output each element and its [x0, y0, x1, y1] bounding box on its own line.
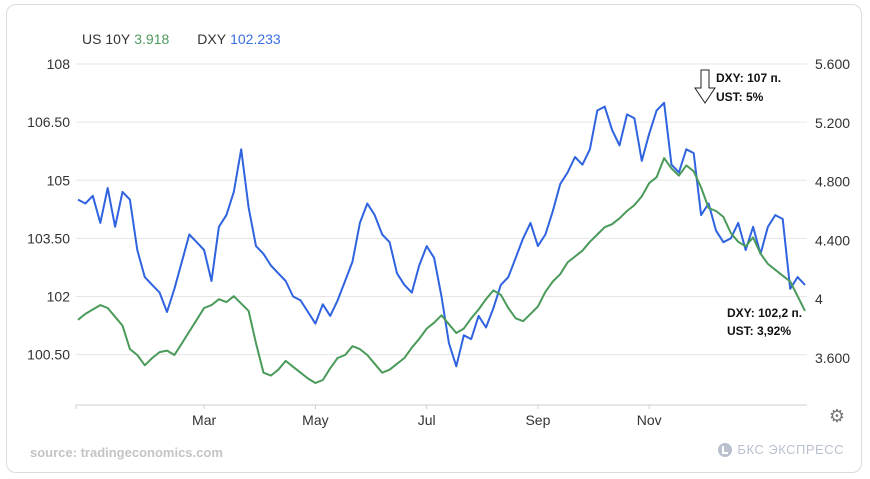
us10y-series-line: [77, 157, 806, 384]
legend-us10y-value: 3.918: [134, 31, 170, 47]
legend-us10y[interactable]: US 10Y 3.918: [82, 31, 169, 47]
brand-text: БКС ЭКСПРЕСС: [737, 442, 844, 457]
bcs-logo-icon: [718, 442, 733, 457]
x-tick-label: Nov: [637, 412, 662, 428]
y-right-tick-label: 4.400: [815, 232, 850, 248]
x-tick-label: Jul: [418, 412, 436, 428]
source-label: source: tradingeconomics.com: [30, 445, 223, 460]
gear-icon[interactable]: ⚙: [828, 406, 846, 426]
legend-us10y-label: US 10Y: [82, 31, 131, 47]
y-left-tick-label: 103.50: [27, 230, 70, 246]
legend-dxy-value: 102.233: [230, 31, 281, 47]
y-left-tick-label: 108: [47, 56, 71, 72]
y-left-tick-label: 102: [47, 289, 71, 305]
end-annotation-line2: UST: 3,92%: [727, 324, 791, 338]
y-right-tick-label: 3.600: [815, 350, 850, 366]
brand-logo: БКС ЭКСПРЕСС: [718, 442, 844, 457]
y-right-tick-label: 5.600: [815, 56, 850, 72]
down-arrow-icon: [694, 69, 716, 104]
chart-legend: US 10Y 3.918 DXY 102.233: [82, 31, 281, 47]
x-tick-label: Sep: [525, 412, 550, 428]
legend-dxy[interactable]: DXY 102.233: [197, 31, 280, 47]
dxy-series-line: [77, 101, 806, 368]
x-tick-label: May: [302, 412, 328, 428]
legend-dxy-label: DXY: [197, 31, 227, 47]
y-left-tick-label: 100.50: [27, 347, 70, 363]
y-left-tick-label: 106.50: [27, 114, 70, 130]
y-right-tick-label: 4.800: [815, 174, 850, 190]
peak-annotation-line2: UST: 5%: [716, 90, 764, 104]
y-right-tick-label: 5.200: [815, 115, 850, 131]
x-tick-label: Mar: [192, 412, 216, 428]
peak-annotation-line1: DXY: 107 п.: [716, 71, 781, 85]
y-right-tick-label: 4: [815, 291, 823, 307]
y-left-tick-label: 105: [47, 172, 71, 188]
end-annotation-line1: DXY: 102,2 п.: [727, 306, 802, 320]
